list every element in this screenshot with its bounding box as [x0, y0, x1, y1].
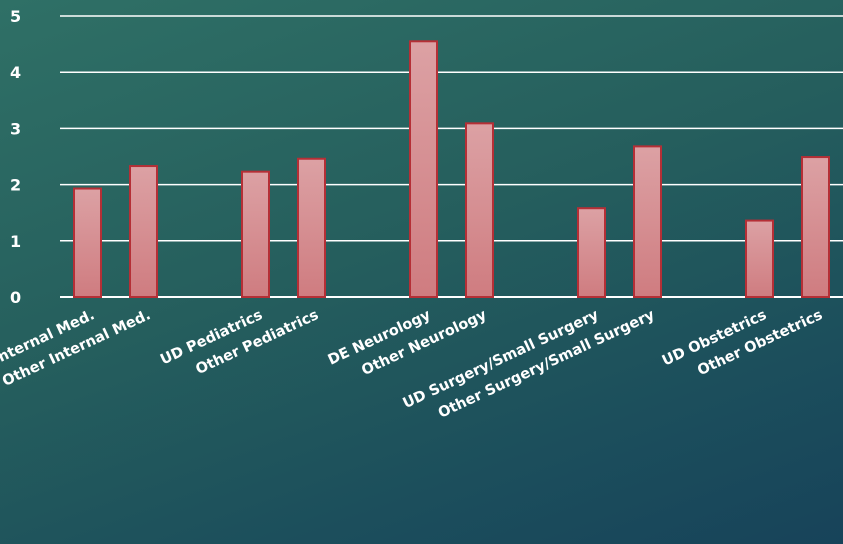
y-tick-label: 2	[10, 176, 21, 195]
bar	[297, 157, 326, 298]
bar	[633, 145, 662, 298]
y-tick-label: 4	[10, 63, 21, 82]
bar	[73, 187, 102, 298]
bar	[409, 40, 438, 299]
bar	[465, 122, 494, 299]
y-tick-label: 0	[10, 288, 21, 307]
x-axis-labels: UD Internal Med.Other Internal Med.UD Pe…	[0, 307, 825, 422]
y-tick-label: 1	[10, 232, 21, 251]
bars	[73, 40, 830, 299]
gridlines	[60, 15, 843, 298]
bar	[241, 170, 270, 298]
y-tick-label: 3	[10, 119, 21, 138]
bar	[745, 219, 774, 298]
bar	[129, 165, 158, 298]
y-axis-ticks: 0 1 2 3 4 5	[10, 7, 21, 307]
y-tick-label: 5	[10, 7, 21, 26]
bar	[577, 207, 606, 298]
bar	[801, 156, 830, 298]
